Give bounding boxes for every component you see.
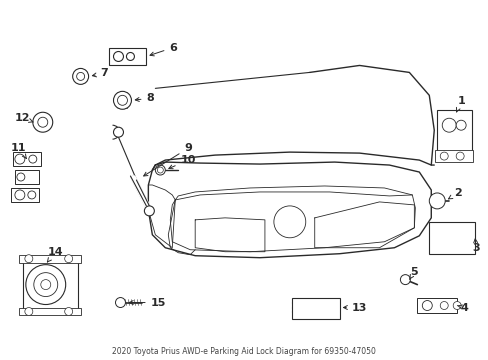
Text: 12: 12	[15, 113, 33, 123]
Circle shape	[452, 302, 460, 310]
Text: 10: 10	[168, 155, 196, 169]
Circle shape	[455, 152, 463, 160]
FancyBboxPatch shape	[434, 150, 472, 162]
FancyBboxPatch shape	[416, 298, 456, 314]
Circle shape	[157, 167, 163, 173]
Circle shape	[117, 95, 127, 105]
Circle shape	[400, 275, 409, 285]
Circle shape	[15, 190, 25, 200]
Circle shape	[25, 307, 33, 315]
Circle shape	[422, 301, 431, 310]
Circle shape	[15, 154, 25, 164]
FancyBboxPatch shape	[19, 307, 81, 315]
Text: 9: 9	[143, 143, 192, 176]
FancyBboxPatch shape	[108, 48, 146, 66]
FancyBboxPatch shape	[291, 298, 339, 319]
Text: 14: 14	[47, 247, 63, 262]
Circle shape	[113, 127, 123, 137]
Circle shape	[29, 155, 37, 163]
Circle shape	[455, 120, 465, 130]
Text: 6: 6	[150, 42, 177, 56]
Circle shape	[64, 255, 73, 263]
Circle shape	[33, 112, 53, 132]
FancyBboxPatch shape	[19, 255, 81, 263]
Circle shape	[144, 206, 154, 216]
Circle shape	[17, 173, 25, 181]
Text: 1: 1	[455, 96, 464, 112]
Circle shape	[73, 68, 88, 84]
Circle shape	[115, 298, 125, 307]
Circle shape	[26, 265, 65, 305]
Circle shape	[25, 255, 33, 263]
Circle shape	[428, 193, 444, 209]
FancyBboxPatch shape	[11, 188, 39, 202]
Text: 2: 2	[447, 188, 461, 199]
Circle shape	[439, 152, 447, 160]
Circle shape	[441, 118, 455, 132]
Circle shape	[439, 302, 447, 310]
FancyBboxPatch shape	[15, 170, 39, 184]
Text: 5: 5	[408, 267, 417, 279]
Circle shape	[41, 280, 51, 289]
Circle shape	[64, 307, 73, 315]
Text: 4: 4	[456, 302, 467, 312]
Circle shape	[113, 91, 131, 109]
Text: 15: 15	[129, 297, 166, 307]
Circle shape	[273, 206, 305, 238]
Circle shape	[28, 191, 36, 199]
Text: 7: 7	[92, 68, 108, 78]
Circle shape	[77, 72, 84, 80]
Text: 2020 Toyota Prius AWD-e Parking Aid Lock Diagram for 69350-47050: 2020 Toyota Prius AWD-e Parking Aid Lock…	[112, 347, 375, 356]
Text: 8: 8	[135, 93, 154, 103]
Circle shape	[113, 51, 123, 62]
Text: 3: 3	[471, 239, 479, 253]
Text: 11: 11	[11, 143, 26, 158]
FancyBboxPatch shape	[13, 152, 41, 166]
Circle shape	[38, 117, 48, 127]
FancyBboxPatch shape	[23, 258, 78, 312]
FancyBboxPatch shape	[428, 222, 474, 254]
Text: 13: 13	[343, 302, 366, 312]
Circle shape	[155, 165, 165, 175]
FancyBboxPatch shape	[436, 110, 471, 155]
Circle shape	[126, 53, 134, 60]
Circle shape	[34, 273, 58, 297]
